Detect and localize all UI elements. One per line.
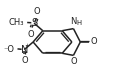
- Text: +: +: [24, 43, 29, 48]
- Text: O: O: [21, 56, 28, 65]
- Text: H: H: [76, 20, 81, 26]
- Text: CH₃: CH₃: [8, 18, 24, 27]
- Text: O: O: [91, 37, 98, 46]
- Text: S: S: [31, 18, 37, 28]
- Text: N: N: [70, 17, 77, 26]
- Text: N: N: [21, 45, 28, 55]
- Text: ⁻O: ⁻O: [3, 45, 14, 54]
- Text: O: O: [71, 57, 77, 66]
- Text: O: O: [28, 30, 35, 39]
- Text: O: O: [34, 7, 40, 16]
